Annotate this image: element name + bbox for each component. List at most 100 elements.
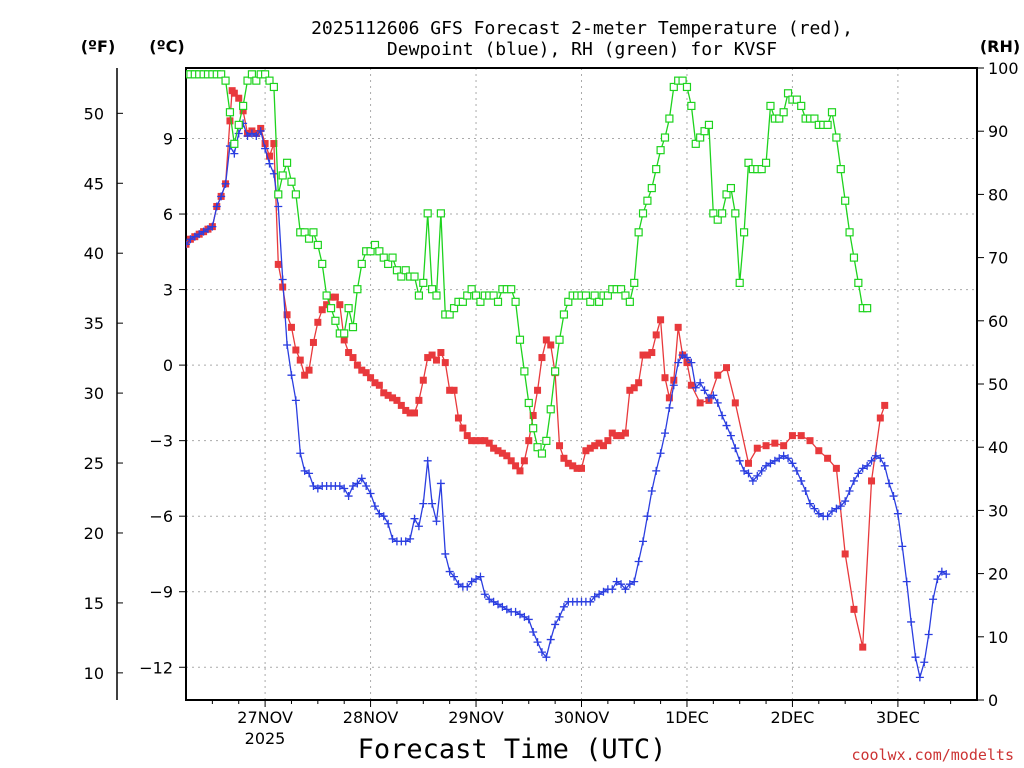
data-point	[494, 447, 502, 455]
data-point	[252, 131, 261, 140]
data-point	[595, 590, 604, 599]
data-point	[599, 442, 607, 450]
data-point	[388, 253, 397, 262]
data-point	[375, 247, 384, 256]
data-point	[274, 260, 282, 268]
data-point	[537, 648, 546, 657]
data-point	[313, 240, 322, 250]
data-point	[621, 585, 630, 594]
rh-tick-label: 30	[988, 501, 1008, 520]
data-point	[463, 291, 472, 300]
data-point	[660, 133, 670, 142]
data-point	[300, 228, 309, 237]
data-point	[648, 349, 656, 357]
data-point	[806, 437, 814, 445]
credit-link[interactable]: coolwx.com/modelts	[851, 746, 1014, 764]
data-point	[476, 572, 485, 581]
rh-tick-label: 100	[988, 59, 1019, 78]
data-point	[665, 403, 674, 412]
data-point	[564, 297, 573, 306]
data-point	[230, 139, 239, 148]
x-tick-label: 27NOV	[237, 708, 293, 727]
data-point	[318, 259, 327, 269]
data-point	[278, 171, 287, 180]
data-point	[278, 275, 287, 284]
rh-unit-label: (RH)	[980, 37, 1020, 56]
data-point	[230, 89, 238, 97]
data-point	[907, 617, 916, 626]
data-point	[591, 442, 599, 450]
data-point	[450, 572, 459, 581]
data-point	[665, 394, 673, 402]
data-point	[331, 316, 340, 325]
data-point	[459, 424, 467, 432]
data-point	[775, 454, 784, 463]
data-point	[304, 234, 314, 243]
data-point	[406, 534, 415, 543]
data-point	[490, 444, 498, 452]
data-point	[713, 398, 722, 407]
data-point	[723, 364, 731, 372]
data-point	[863, 461, 872, 470]
data-point	[731, 209, 740, 218]
data-point	[261, 144, 270, 153]
x-tick-label: 28NOV	[343, 708, 399, 727]
data-point	[920, 658, 929, 667]
data-point	[586, 444, 594, 452]
data-point	[388, 534, 397, 543]
data-point	[463, 432, 471, 440]
series-line	[186, 121, 947, 678]
data-point	[630, 384, 638, 392]
data-point	[683, 359, 691, 367]
data-point	[291, 396, 300, 405]
data-point	[441, 549, 450, 558]
data-point	[529, 411, 537, 419]
data-point	[867, 456, 876, 465]
data-point	[414, 522, 423, 531]
data-point	[195, 230, 204, 239]
data-point	[604, 437, 612, 445]
data-point	[713, 215, 722, 224]
data-point	[239, 101, 248, 111]
data-point	[770, 456, 779, 465]
data-point	[327, 293, 335, 301]
data-point	[226, 117, 234, 125]
data-point	[709, 209, 718, 218]
data-point	[401, 537, 410, 546]
data-point	[489, 597, 498, 606]
data-point	[353, 361, 361, 369]
data-point	[305, 366, 313, 374]
data-point	[234, 120, 243, 129]
data-point	[691, 139, 700, 148]
data-point	[779, 451, 788, 460]
data-point	[797, 432, 805, 440]
data-point	[454, 414, 462, 422]
data-point	[397, 401, 405, 409]
data-point	[309, 338, 317, 346]
data-point	[309, 228, 318, 237]
x-axis-title: Forecast Time (UTC)	[358, 734, 667, 765]
data-point	[626, 386, 634, 394]
data-point	[367, 374, 375, 382]
data-point	[282, 158, 292, 167]
data-point	[635, 379, 643, 387]
data-point	[265, 152, 273, 160]
data-point	[235, 94, 243, 102]
data-point	[599, 587, 608, 596]
data-point	[247, 70, 257, 79]
f-tick-label: 15	[84, 594, 104, 613]
data-point	[775, 114, 784, 123]
data-point	[301, 371, 309, 379]
data-point	[788, 432, 796, 440]
data-point	[432, 291, 441, 300]
data-point	[555, 612, 564, 621]
data-point	[402, 406, 410, 414]
c-tick-label: −12	[139, 658, 173, 677]
data-point	[256, 126, 265, 135]
data-point	[726, 183, 736, 193]
data-point	[423, 209, 432, 218]
data-point	[753, 444, 761, 452]
data-point	[441, 359, 449, 367]
data-point	[735, 456, 744, 465]
data-point	[617, 432, 625, 440]
